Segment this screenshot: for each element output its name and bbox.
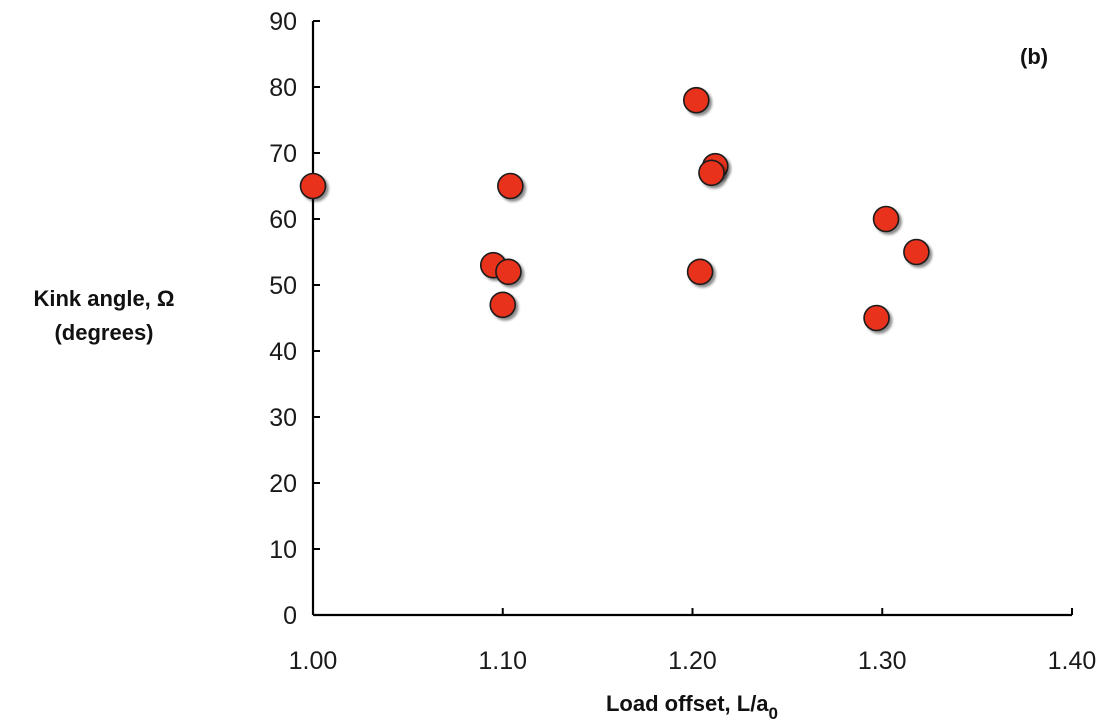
y-tick-label: 10 (269, 536, 297, 564)
x-tick-label: 1.20 (668, 647, 717, 675)
y-tick-label: 90 (269, 8, 297, 36)
data-point (489, 291, 517, 319)
x-ticks: 1.00 1.10 1.20 1.30 1.40 (289, 608, 1097, 675)
axes: 0 10 20 30 40 50 60 70 80 90 1.00 1.10 1.20 1.30 1.40 (269, 8, 1096, 675)
data-point (682, 86, 710, 114)
y-tick-label: 30 (269, 404, 297, 432)
data-point (299, 172, 327, 200)
y-tick-label: 60 (269, 206, 297, 234)
data-point (872, 205, 900, 233)
y-tick-label: 70 (269, 140, 297, 168)
data-point (698, 159, 725, 187)
y-tick-label: 80 (269, 74, 297, 102)
data-point (686, 258, 714, 286)
x-axis-title: Load offset, L/a0 (606, 691, 778, 723)
x-tick-label: 1.00 (289, 647, 338, 675)
x-axis-title-main: Load offset, L/a (606, 691, 769, 716)
y-tick-label: 40 (269, 338, 297, 366)
panel-label: (b) (1020, 44, 1048, 69)
data-points (299, 86, 930, 332)
x-tick-label: 1.10 (478, 647, 527, 675)
data-point (903, 238, 930, 266)
x-axis-title-subscript: 0 (769, 704, 778, 723)
y-tick-label: 20 (269, 470, 297, 498)
y-tick-label: 0 (283, 602, 297, 630)
data-point (497, 172, 524, 200)
x-tick-label: 1.30 (858, 647, 907, 675)
y-axis-title-line-2: (degrees) (54, 320, 153, 345)
x-tick-label: 1.40 (1048, 647, 1097, 675)
y-axis-title-line-1: Kink angle, Ω (33, 286, 174, 311)
y-tick-label: 50 (269, 272, 297, 300)
data-point (863, 304, 890, 332)
data-point (495, 258, 522, 286)
y-ticks: 0 10 20 30 40 50 60 70 80 90 (269, 8, 320, 630)
